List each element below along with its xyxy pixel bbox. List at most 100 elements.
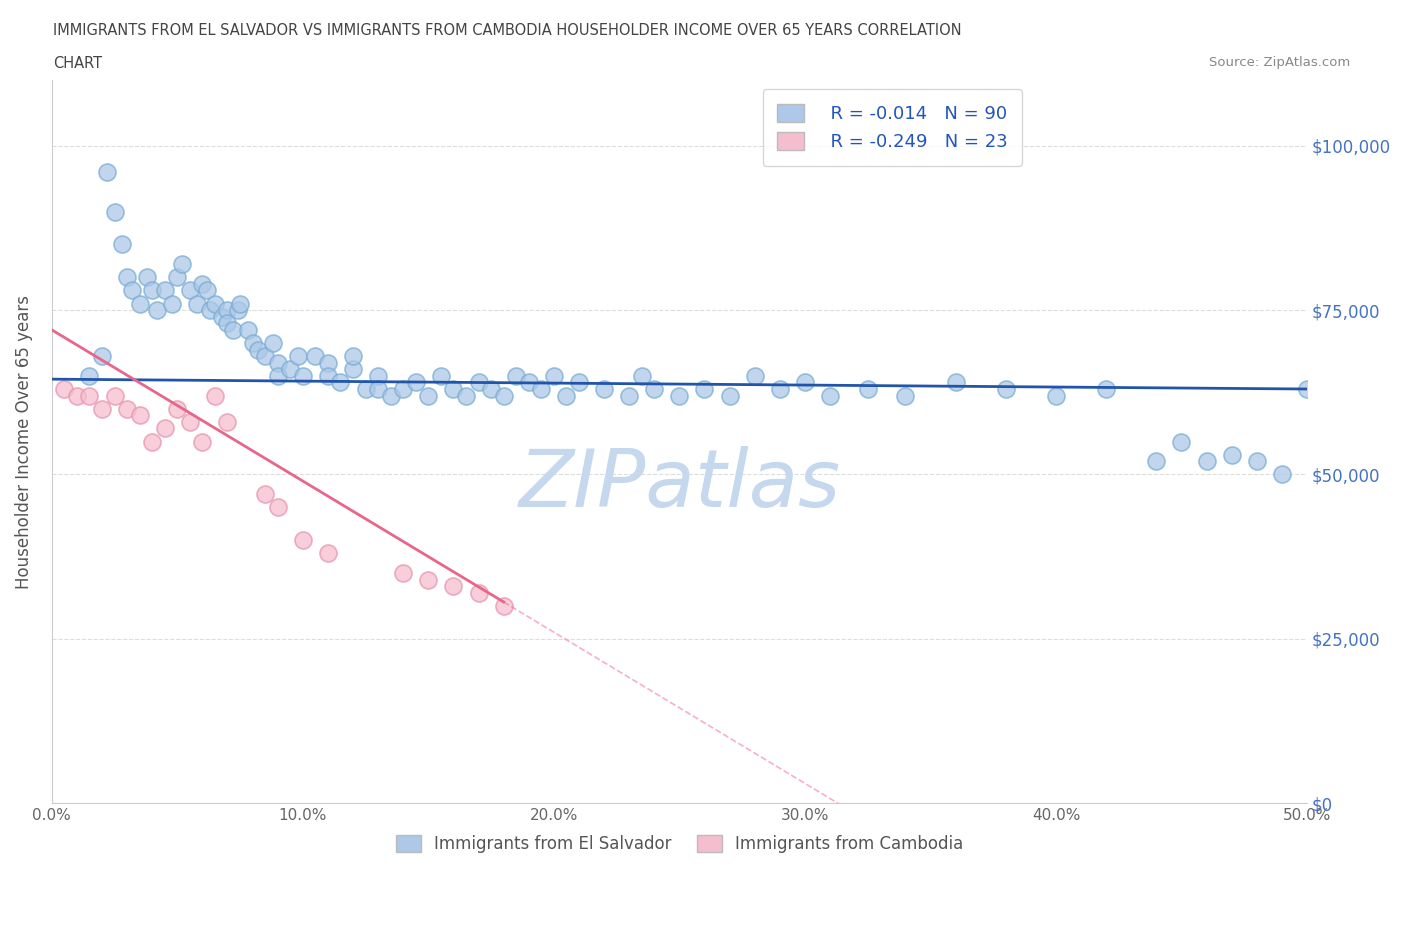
Point [291, 533, 314, 548]
Point [229, 296, 252, 311]
Point [191, 434, 214, 449]
Point [543, 368, 565, 383]
Point [668, 388, 690, 403]
Point [103, 204, 125, 219]
Point [217, 316, 239, 331]
Point [505, 368, 527, 383]
Point [197, 283, 219, 298]
Point [287, 349, 309, 364]
Point [278, 362, 301, 377]
Point [121, 283, 143, 298]
Point [153, 421, 176, 436]
Point [128, 296, 150, 311]
Point [254, 349, 277, 364]
Point [593, 381, 616, 396]
Point [492, 599, 515, 614]
Point [316, 368, 339, 383]
Point [172, 257, 194, 272]
Point [894, 388, 917, 403]
Point [418, 388, 440, 403]
Point [392, 565, 415, 580]
Point [162, 296, 184, 311]
Point [91, 349, 114, 364]
Point [186, 296, 208, 311]
Point [1271, 467, 1294, 482]
Point [242, 336, 264, 351]
Point [191, 276, 214, 291]
Text: CHART: CHART [53, 56, 103, 71]
Point [454, 388, 477, 403]
Point [617, 388, 640, 403]
Point [153, 283, 176, 298]
Point [115, 270, 138, 285]
Point [111, 237, 134, 252]
Text: ZIPatlas: ZIPatlas [519, 446, 841, 524]
Point [141, 283, 163, 298]
Point [1346, 381, 1368, 396]
Point [226, 302, 249, 317]
Point [342, 349, 364, 364]
Point [198, 302, 221, 317]
Point [492, 388, 515, 403]
Legend: Immigrants from El Salvador, Immigrants from Cambodia: Immigrants from El Salvador, Immigrants … [389, 829, 970, 860]
Y-axis label: Householder Income Over 65 years: Householder Income Over 65 years [15, 295, 32, 589]
Point [479, 381, 502, 396]
Point [291, 368, 314, 383]
Point [1296, 381, 1319, 396]
Point [467, 585, 489, 600]
Point [217, 415, 239, 430]
Point [211, 310, 233, 325]
Text: Source: ZipAtlas.com: Source: ZipAtlas.com [1209, 56, 1350, 69]
Point [103, 388, 125, 403]
Point [136, 270, 159, 285]
Point [1095, 381, 1118, 396]
Point [630, 368, 652, 383]
Point [79, 368, 101, 383]
Point [856, 381, 879, 396]
Point [204, 388, 226, 403]
Point [304, 349, 326, 364]
Point [418, 572, 440, 587]
Point [568, 375, 591, 390]
Point [166, 401, 188, 416]
Point [141, 434, 163, 449]
Point [517, 375, 540, 390]
Point [945, 375, 967, 390]
Point [994, 381, 1017, 396]
Point [166, 270, 188, 285]
Point [405, 375, 427, 390]
Point [316, 355, 339, 370]
Point [1320, 388, 1343, 403]
Point [246, 342, 269, 357]
Text: IMMIGRANTS FROM EL SALVADOR VS IMMIGRANTS FROM CAMBODIA HOUSEHOLDER INCOME OVER : IMMIGRANTS FROM EL SALVADOR VS IMMIGRANT… [53, 23, 962, 38]
Point [793, 375, 815, 390]
Point [693, 381, 716, 396]
Point [1170, 434, 1192, 449]
Point [96, 165, 118, 179]
Point [53, 381, 76, 396]
Point [254, 486, 277, 501]
Point [267, 500, 290, 515]
Point [79, 388, 101, 403]
Point [718, 388, 741, 403]
Point [467, 375, 489, 390]
Point [179, 415, 201, 430]
Point [392, 381, 415, 396]
Point [1144, 454, 1167, 469]
Point [179, 283, 201, 298]
Point [204, 296, 226, 311]
Point [643, 381, 665, 396]
Point [236, 323, 259, 338]
Point [267, 368, 290, 383]
Point [115, 401, 138, 416]
Point [380, 388, 402, 403]
Point [744, 368, 766, 383]
Point [1195, 454, 1218, 469]
Point [1396, 388, 1406, 403]
Point [530, 381, 553, 396]
Point [217, 302, 239, 317]
Point [91, 401, 114, 416]
Point [146, 302, 169, 317]
Point [128, 408, 150, 423]
Point [441, 381, 464, 396]
